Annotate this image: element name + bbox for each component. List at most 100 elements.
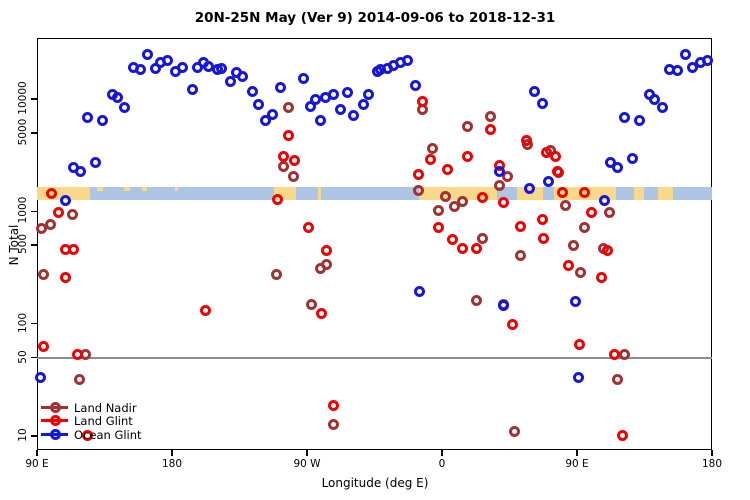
data-point-land-nadir <box>440 190 452 202</box>
data-point-ocean-glint <box>627 152 639 164</box>
data-point-land-nadir <box>327 418 339 430</box>
data-point-ocean-glint <box>328 88 340 100</box>
data-point-land-nadir <box>288 170 300 182</box>
data-point-land-nadir <box>321 258 332 270</box>
data-point-ocean-glint <box>702 55 713 67</box>
data-point-ocean-glint <box>186 83 198 95</box>
data-point-land-nadir <box>560 199 572 211</box>
data-point-land-glint <box>321 245 332 257</box>
data-point-land-glint <box>53 207 65 219</box>
data-point-land-glint <box>59 272 71 284</box>
data-point-land-nadir <box>612 373 623 385</box>
data-point-land-glint <box>72 349 84 361</box>
data-point-land-nadir <box>471 294 483 306</box>
data-point-ocean-glint <box>176 61 188 73</box>
data-point-land-nadir <box>36 222 48 234</box>
x-tick-label: 90 E <box>565 458 589 470</box>
data-point-land-glint <box>81 429 93 441</box>
data-point-land-glint <box>537 214 549 226</box>
data-point-ocean-glint <box>524 183 536 195</box>
data-point-ocean-glint <box>363 88 375 100</box>
data-point-land-glint <box>67 244 79 256</box>
data-point-ocean-glint <box>358 98 370 110</box>
data-point-land-nadir <box>413 184 425 196</box>
data-point-land-nadir <box>476 232 488 244</box>
data-point-land-glint <box>485 124 497 136</box>
data-point-ocean-glint <box>497 300 509 312</box>
data-point-ocean-glint <box>314 115 326 127</box>
data-point-ocean-glint <box>216 62 228 74</box>
data-point-land-nadir <box>44 219 56 231</box>
data-point-land-glint <box>471 243 483 255</box>
data-point-ocean-glint <box>298 72 310 84</box>
x-tick-mark <box>36 450 38 456</box>
data-point-land-glint <box>200 305 212 317</box>
map-band-island-speck <box>142 186 147 191</box>
data-point-ocean-glint <box>401 54 413 66</box>
data-point-ocean-glint <box>528 85 540 97</box>
y-tick-label: 100 <box>17 312 29 333</box>
data-point-land-nadir <box>283 102 295 114</box>
data-point-land-glint <box>550 151 562 163</box>
x-axis-title: Longitude (deg E) <box>321 476 429 490</box>
x-tick-label: 180 <box>161 458 183 470</box>
data-point-ocean-glint <box>236 70 248 82</box>
legend-item: Land Nadir <box>41 400 191 415</box>
data-point-ocean-glint <box>633 115 645 127</box>
data-point-ocean-glint <box>680 48 692 60</box>
data-point-ocean-glint <box>253 98 265 110</box>
data-point-ocean-glint <box>672 64 683 76</box>
data-point-land-glint <box>538 233 550 245</box>
data-point-land-glint <box>574 339 586 351</box>
x-tick-mark <box>711 450 713 456</box>
data-point-land-glint <box>413 169 425 181</box>
data-point-ocean-glint <box>34 372 46 384</box>
data-point-ocean-glint <box>259 115 271 127</box>
data-point-land-glint <box>563 260 575 272</box>
data-point-ocean-glint <box>414 285 426 297</box>
data-point-land-glint <box>506 318 518 330</box>
data-point-land-glint <box>476 191 488 203</box>
data-point-land-nadir <box>456 195 468 207</box>
data-point-land-nadir <box>305 299 317 311</box>
data-point-ocean-glint <box>573 372 584 384</box>
data-point-ocean-glint <box>348 110 360 122</box>
legend-item: Ocean Glint <box>41 428 191 442</box>
data-point-land-nadir <box>501 171 513 183</box>
legend: Land Nadir Land Glint Ocean Glint <box>41 400 191 442</box>
y-tick-mark <box>31 244 37 246</box>
data-point-land-glint <box>303 222 315 234</box>
data-point-land-glint <box>498 197 510 209</box>
data-point-ocean-glint <box>598 194 610 206</box>
y-tick-mark <box>31 132 37 134</box>
data-point-land-glint <box>609 349 620 361</box>
y-tick-label: 10000 <box>17 81 29 115</box>
data-point-ocean-glint <box>410 80 422 92</box>
data-point-land-nadir <box>493 179 505 191</box>
data-point-land-nadir <box>74 373 86 385</box>
x-tick-label: 180 <box>701 458 723 470</box>
data-point-ocean-glint <box>648 93 660 105</box>
y-tick-mark <box>31 435 37 437</box>
data-point-land-glint <box>327 400 339 412</box>
data-point-land-glint <box>541 146 553 158</box>
data-point-land-glint <box>315 307 327 319</box>
data-point-ocean-glint <box>111 92 123 104</box>
data-point-land-glint <box>557 187 569 199</box>
data-point-ocean-glint <box>246 85 258 97</box>
legend-marker-circle <box>49 401 61 413</box>
y-tick-label: 1000 <box>17 197 29 224</box>
data-point-land-nadir <box>449 201 461 213</box>
x-tick-mark <box>306 450 308 456</box>
legend-item: Land Glint <box>41 414 191 428</box>
y-tick-mark <box>31 322 37 325</box>
legend-marker-circle <box>49 415 61 427</box>
y-tick-mark <box>31 98 37 100</box>
data-point-land-nadir <box>432 205 444 217</box>
data-point-ocean-glint <box>74 165 86 177</box>
map-band-land-segment <box>318 186 322 200</box>
data-point-ocean-glint <box>341 87 353 99</box>
data-point-land-glint <box>579 187 590 199</box>
data-point-land-glint <box>601 244 613 256</box>
